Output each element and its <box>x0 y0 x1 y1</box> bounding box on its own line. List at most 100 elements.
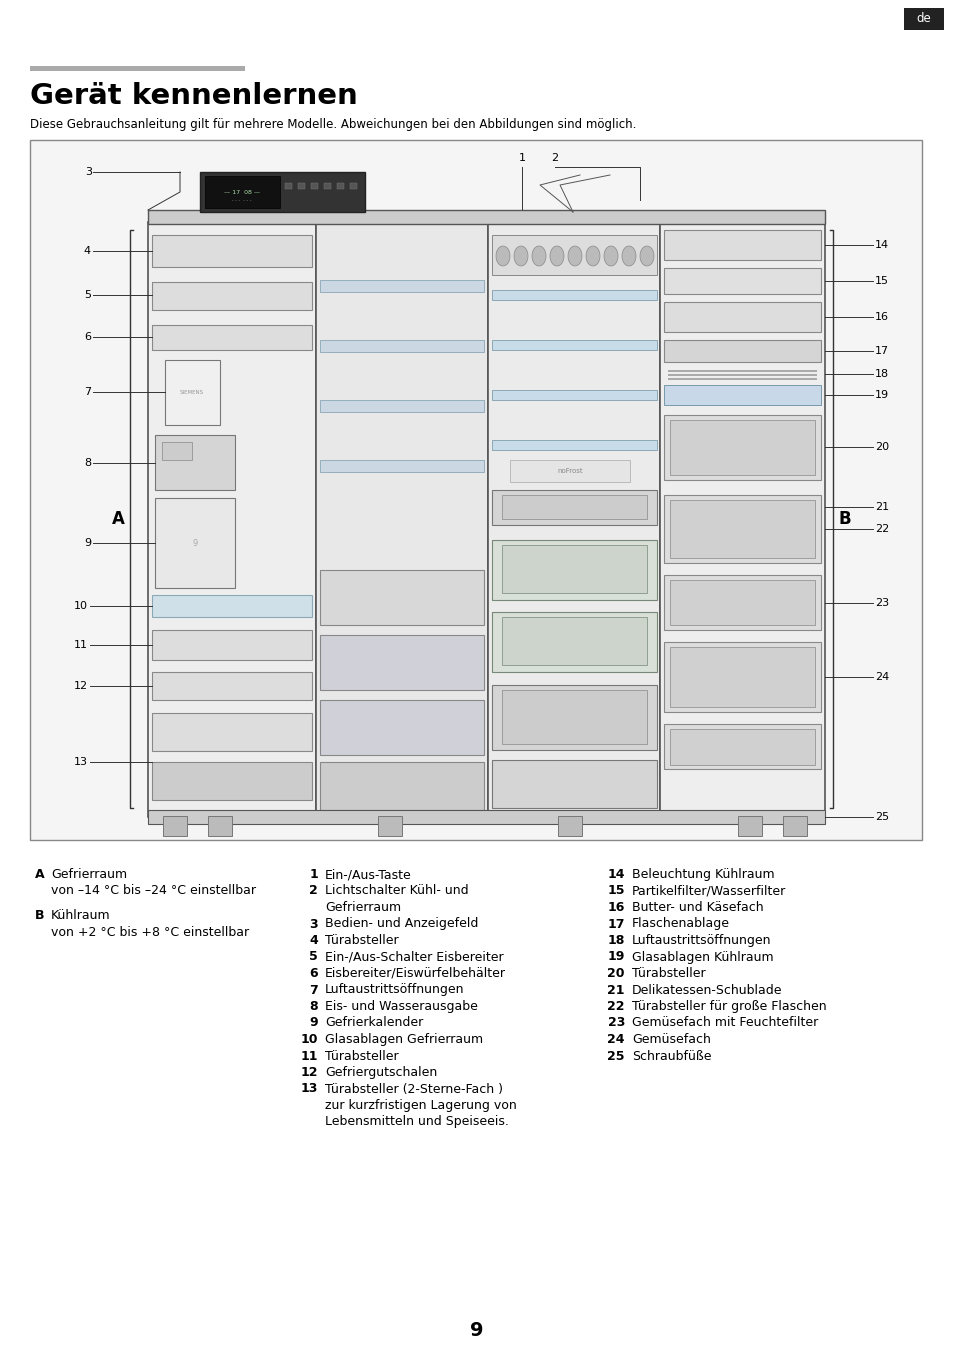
Bar <box>492 440 657 450</box>
Text: 2: 2 <box>309 884 317 898</box>
Bar <box>319 340 483 352</box>
Text: Eis- und Wasserausgabe: Eis- und Wasserausgabe <box>325 1000 477 1012</box>
Text: 1: 1 <box>309 868 317 882</box>
Text: 25: 25 <box>607 1049 624 1062</box>
Text: 6: 6 <box>309 967 317 980</box>
Bar <box>152 713 312 751</box>
Text: 23: 23 <box>874 598 888 608</box>
Text: zur kurzfristigen Lagerung von: zur kurzfristigen Lagerung von <box>325 1099 517 1112</box>
Text: 14: 14 <box>607 868 624 882</box>
Text: 3: 3 <box>85 167 91 177</box>
Text: 23: 23 <box>607 1017 624 1030</box>
Text: SIEMENS: SIEMENS <box>180 390 204 394</box>
Text: Luftaustrittsöffnungen: Luftaustrittsöffnungen <box>325 984 464 996</box>
Bar <box>663 643 821 711</box>
Bar <box>163 815 187 836</box>
Text: 1: 1 <box>518 153 525 163</box>
Bar <box>667 370 816 373</box>
Bar <box>663 302 821 332</box>
Bar <box>492 235 657 275</box>
Text: 7: 7 <box>84 387 91 397</box>
Bar <box>154 498 234 589</box>
Text: 22: 22 <box>874 524 888 535</box>
Bar <box>30 140 921 840</box>
Bar <box>319 279 483 292</box>
Text: 20: 20 <box>874 441 888 452</box>
Text: Türabsteller für große Flaschen: Türabsteller für große Flaschen <box>631 1000 825 1012</box>
Text: 11: 11 <box>300 1049 317 1062</box>
Bar <box>663 575 821 630</box>
Text: 3: 3 <box>309 918 317 930</box>
Text: 4: 4 <box>84 246 91 256</box>
Text: Türabsteller: Türabsteller <box>631 967 705 980</box>
Ellipse shape <box>621 246 636 266</box>
Bar <box>205 176 280 208</box>
Text: Gerät kennenlernen: Gerät kennenlernen <box>30 82 357 109</box>
Text: Türabsteller (2-Sterne-Fach ): Türabsteller (2-Sterne-Fach ) <box>325 1083 502 1095</box>
Text: Ein-/Aus-Taste: Ein-/Aus-Taste <box>325 868 412 882</box>
Text: Delikatessen-Schublade: Delikatessen-Schublade <box>631 984 781 996</box>
Bar <box>319 400 483 412</box>
Bar <box>319 701 483 755</box>
Bar <box>669 420 814 475</box>
Bar <box>558 815 581 836</box>
Ellipse shape <box>603 246 618 266</box>
Text: Gemüsefach: Gemüsefach <box>631 1033 710 1046</box>
Bar <box>319 634 483 690</box>
Bar <box>152 235 312 267</box>
Bar <box>200 171 365 212</box>
Bar <box>208 815 232 836</box>
Bar <box>148 221 315 817</box>
Bar <box>492 612 657 672</box>
Bar <box>350 184 356 189</box>
Text: 16: 16 <box>607 900 624 914</box>
Text: 18: 18 <box>874 369 888 379</box>
Text: 16: 16 <box>874 312 888 323</box>
Bar <box>285 184 292 189</box>
Bar <box>311 184 317 189</box>
Text: Glasablagen Kühlraum: Glasablagen Kühlraum <box>631 950 773 964</box>
Bar <box>738 815 761 836</box>
Text: Butter- und Käsefach: Butter- und Käsefach <box>631 900 762 914</box>
Bar <box>488 221 659 817</box>
Text: 21: 21 <box>874 502 888 512</box>
Bar <box>30 66 245 72</box>
Bar <box>148 211 824 224</box>
Text: 17: 17 <box>874 346 888 356</box>
Text: Lebensmitteln und Speiseeis.: Lebensmitteln und Speiseeis. <box>325 1115 508 1129</box>
Bar <box>297 184 305 189</box>
Text: 9: 9 <box>309 1017 317 1030</box>
Bar <box>152 595 312 617</box>
Text: 11: 11 <box>74 640 88 649</box>
Text: 17: 17 <box>607 918 624 930</box>
Text: 20: 20 <box>607 967 624 980</box>
Text: Diese Gebrauchsanleitung gilt für mehrere Modelle. Abweichungen bei den Abbildun: Diese Gebrauchsanleitung gilt für mehrer… <box>30 117 636 131</box>
Text: von –14 °C bis –24 °C einstellbar: von –14 °C bis –24 °C einstellbar <box>51 884 255 898</box>
Text: 8: 8 <box>84 458 91 468</box>
Bar <box>154 435 234 490</box>
Bar <box>669 580 814 625</box>
Bar <box>663 230 821 261</box>
Bar <box>663 414 821 481</box>
Ellipse shape <box>639 246 654 266</box>
Ellipse shape <box>496 246 510 266</box>
Bar <box>319 460 483 472</box>
Text: 13: 13 <box>74 757 88 767</box>
Text: B: B <box>35 910 45 922</box>
Ellipse shape <box>550 246 563 266</box>
Bar <box>315 221 488 817</box>
Text: 6: 6 <box>84 332 91 342</box>
Ellipse shape <box>567 246 581 266</box>
Text: 12: 12 <box>73 680 88 691</box>
Bar <box>324 184 331 189</box>
Text: Gefrierkalender: Gefrierkalender <box>325 1017 423 1030</box>
Text: Partikelfilter/Wasserfilter: Partikelfilter/Wasserfilter <box>631 884 785 898</box>
Bar <box>152 325 312 350</box>
Bar <box>663 724 821 769</box>
Bar <box>336 184 344 189</box>
Text: 9: 9 <box>470 1320 483 1339</box>
Text: 2: 2 <box>551 153 558 163</box>
Bar <box>782 815 806 836</box>
Text: 15: 15 <box>874 275 888 286</box>
Bar <box>492 760 657 809</box>
